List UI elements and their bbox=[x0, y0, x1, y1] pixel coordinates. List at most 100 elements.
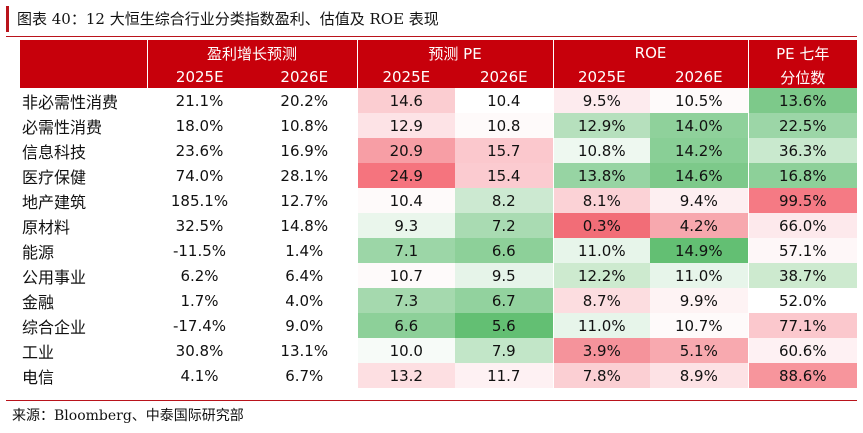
growth-2025e-cell: 30.8% bbox=[147, 338, 252, 363]
growth-2026e-cell: 9.0% bbox=[252, 313, 358, 338]
growth-2026e-cell: 20.2% bbox=[252, 88, 358, 113]
table-body: 非必需性消费 21.1% 20.2% 14.6 10.4 9.5% 10.5% 13.6% 必需… bbox=[20, 88, 858, 388]
pe-percentile-cell: 36.3% bbox=[747, 138, 858, 163]
pe-2026e-cell: 6.6 bbox=[455, 238, 554, 263]
table-row: 必需性消费 18.0% 10.8% 12.9 10.8 12.9% 14.0% 22.5% bbox=[20, 113, 858, 138]
pe-percentile-cell: 57.1% bbox=[747, 238, 858, 263]
roe-2025e-cell: 10.8% bbox=[552, 138, 651, 163]
growth-2025e-cell: 18.0% bbox=[147, 113, 252, 138]
pe-2026e-cell: 8.2 bbox=[455, 188, 554, 213]
industry-name-cell: 金融 bbox=[22, 292, 55, 312]
growth-2025e-cell: 23.6% bbox=[147, 138, 252, 163]
pe-2025e-cell: 7.3 bbox=[356, 288, 456, 313]
growth-2025e-cell: 6.2% bbox=[147, 263, 252, 288]
pe-percentile-cell: 77.1% bbox=[747, 313, 858, 338]
pe-2026e-cell: 7.9 bbox=[455, 338, 554, 363]
roe-2025e-cell: 9.5% bbox=[552, 88, 651, 113]
roe-2025e-cell: 8.1% bbox=[552, 188, 651, 213]
roe-2026e-cell: 14.0% bbox=[650, 113, 749, 138]
industry-name-cell: 必需性消费 bbox=[22, 117, 103, 137]
pe-2026e-cell: 15.7 bbox=[455, 138, 554, 163]
header-pe-percentile-sub: 分位数 bbox=[747, 66, 858, 88]
table-row: 信息科技 23.6% 16.9% 20.9 15.7 10.8% 14.2% 36.3% bbox=[20, 138, 858, 163]
growth-2026e-cell: 6.4% bbox=[252, 263, 358, 288]
table-row: 金融 1.7% 4.0% 7.3 6.7 8.7% 9.9% 52.0% bbox=[20, 288, 858, 313]
roe-2026e-cell: 11.0% bbox=[650, 263, 749, 288]
growth-2026e-cell: 10.8% bbox=[252, 113, 358, 138]
pe-percentile-cell: 52.0% bbox=[747, 288, 858, 313]
roe-2025e-cell: 7.8% bbox=[552, 363, 651, 388]
growth-2025e-cell: -11.5% bbox=[147, 238, 252, 263]
table-row: 电信 4.1% 6.7% 13.2 11.7 7.8% 8.9% 88.6% bbox=[20, 363, 858, 388]
pe-2026e-cell: 7.2 bbox=[455, 213, 554, 238]
header-year: 2025E bbox=[146, 66, 252, 88]
pe-2026e-cell: 15.4 bbox=[455, 163, 554, 188]
pe-2026e-cell: 10.4 bbox=[455, 88, 554, 113]
roe-2025e-cell: 11.0% bbox=[552, 238, 651, 263]
growth-2025e-cell: 1.7% bbox=[147, 288, 252, 313]
growth-2025e-cell: 4.1% bbox=[147, 363, 252, 388]
roe-2025e-cell: 12.2% bbox=[552, 263, 651, 288]
table-row: 能源 -11.5% 1.4% 7.1 6.6 11.0% 14.9% 57.1% bbox=[20, 238, 858, 263]
growth-2025e-cell: 74.0% bbox=[147, 163, 252, 188]
table-row: 工业 30.8% 13.1% 10.0 7.9 3.9% 5.1% 60.6% bbox=[20, 338, 858, 363]
roe-2025e-cell: 13.8% bbox=[552, 163, 651, 188]
header-roe: ROE bbox=[552, 40, 749, 66]
growth-2025e-cell: 21.1% bbox=[147, 88, 252, 113]
figure-title: 图表 40：12 大恒生综合行业分类指数盈利、估值及 ROE 表现 bbox=[6, 6, 857, 32]
pe-percentile-cell: 16.8% bbox=[747, 163, 858, 188]
pe-2025e-cell: 24.9 bbox=[356, 163, 456, 188]
growth-2026e-cell: 6.7% bbox=[252, 363, 358, 388]
industry-name-cell: 工业 bbox=[22, 342, 55, 362]
pe-2025e-cell: 14.6 bbox=[356, 88, 456, 113]
table-row: 公用事业 6.2% 6.4% 10.7 9.5 12.2% 11.0% 38.7% bbox=[20, 263, 858, 288]
pe-percentile-cell: 88.6% bbox=[747, 363, 858, 388]
roe-2026e-cell: 5.1% bbox=[650, 338, 749, 363]
pe-2026e-cell: 6.7 bbox=[455, 288, 554, 313]
roe-2025e-cell: 0.3% bbox=[552, 213, 651, 238]
growth-2026e-cell: 14.8% bbox=[252, 213, 358, 238]
header-year: 2026E bbox=[455, 66, 554, 88]
pe-2026e-cell: 9.5 bbox=[455, 263, 554, 288]
header-pe-percentile: PE 七年 bbox=[747, 40, 858, 66]
roe-2026e-cell: 4.2% bbox=[650, 213, 749, 238]
pe-2025e-cell: 13.2 bbox=[356, 363, 456, 388]
pe-percentile-cell: 13.6% bbox=[747, 88, 858, 113]
table-row: 地产建筑 185.1% 12.7% 10.4 8.2 8.1% 9.4% 99.5% bbox=[20, 188, 858, 213]
growth-2026e-cell: 16.9% bbox=[252, 138, 358, 163]
roe-2026e-cell: 8.9% bbox=[650, 363, 749, 388]
pe-percentile-cell: 99.5% bbox=[747, 188, 858, 213]
industry-name-cell: 能源 bbox=[22, 242, 55, 262]
pe-percentile-cell: 66.0% bbox=[747, 213, 858, 238]
header-earnings-growth: 盈利增长预测 bbox=[146, 40, 358, 66]
growth-2026e-cell: 13.1% bbox=[252, 338, 358, 363]
pe-percentile-cell: 22.5% bbox=[747, 113, 858, 138]
pe-2026e-cell: 11.7 bbox=[455, 363, 554, 388]
growth-2025e-cell: 32.5% bbox=[147, 213, 252, 238]
corner-header-cell-2 bbox=[20, 66, 147, 88]
industry-name-cell: 综合企业 bbox=[22, 317, 87, 337]
roe-2026e-cell: 10.5% bbox=[650, 88, 749, 113]
header-forward-pe: 预测 PE bbox=[356, 40, 554, 66]
header-year: 2025E bbox=[552, 66, 651, 88]
header-year: 2025E bbox=[356, 66, 456, 88]
pe-2025e-cell: 10.0 bbox=[356, 338, 456, 363]
source-note: 来源：Bloomberg、中泰国际研究部 bbox=[12, 408, 244, 424]
source-divider bbox=[6, 400, 857, 401]
growth-2025e-cell: 185.1% bbox=[147, 188, 252, 213]
industry-metrics-table: 盈利增长预测 预测 PE ROE PE 七年 2025E 2026E 2025E… bbox=[20, 40, 858, 388]
pe-2025e-cell: 9.3 bbox=[356, 213, 456, 238]
growth-2026e-cell: 12.7% bbox=[252, 188, 358, 213]
header-year: 2026E bbox=[252, 66, 358, 88]
industry-name-cell: 医疗保健 bbox=[22, 167, 87, 187]
industry-name-cell: 原材料 bbox=[22, 217, 71, 237]
roe-2025e-cell: 8.7% bbox=[552, 288, 651, 313]
title-divider bbox=[6, 36, 857, 37]
pe-2025e-cell: 20.9 bbox=[356, 138, 456, 163]
pe-2025e-cell: 10.7 bbox=[356, 263, 456, 288]
table-row: 医疗保健 74.0% 28.1% 24.9 15.4 13.8% 14.6% 16.8% bbox=[20, 163, 858, 188]
growth-2026e-cell: 1.4% bbox=[252, 238, 358, 263]
roe-2026e-cell: 9.9% bbox=[650, 288, 749, 313]
table-row: 非必需性消费 21.1% 20.2% 14.6 10.4 9.5% 10.5% 13.6% bbox=[20, 88, 858, 113]
pe-percentile-cell: 38.7% bbox=[747, 263, 858, 288]
